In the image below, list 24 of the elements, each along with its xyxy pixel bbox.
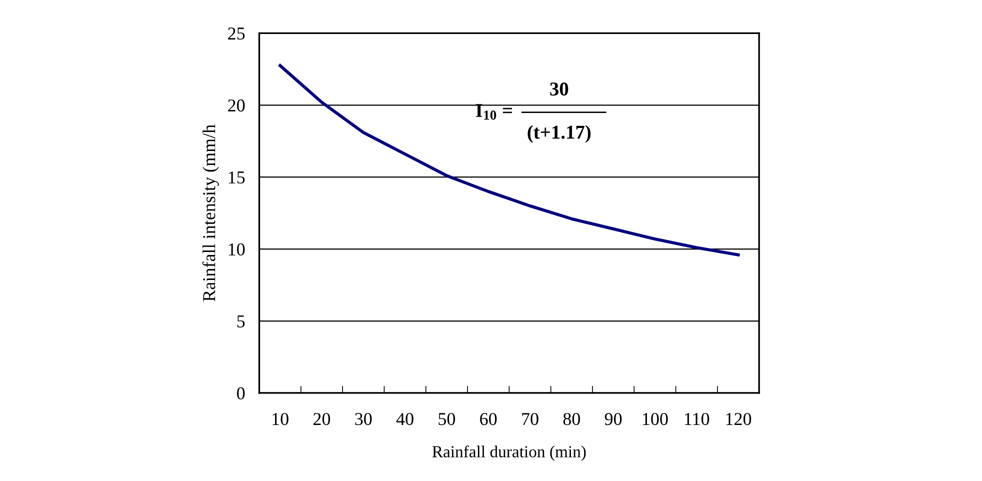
y-tick-label: 20	[228, 99, 245, 112]
x-tick-label: 120	[726, 412, 752, 426]
x-tick-label: 10	[272, 412, 288, 426]
annotation: 30	[550, 82, 568, 96]
x-tick-label: 50	[438, 412, 456, 426]
y-tick-label: 0	[237, 387, 245, 400]
y-tick-label: 5	[237, 315, 245, 328]
x-tick-label: 20	[313, 412, 330, 426]
line-series	[278, 64, 740, 256]
x-tick-label: 100	[643, 412, 668, 426]
x-tick-label: 90	[604, 412, 622, 426]
annotation: I$_{10}$ =	[476, 104, 512, 120]
y-tick-label: 10	[228, 243, 245, 256]
x-tick-label: 30	[355, 412, 372, 426]
y-tick-label: 25	[228, 27, 245, 40]
x-tick-label: 60	[480, 412, 497, 426]
x-axis-title: Rainfall duration (min)	[432, 445, 586, 461]
y-axis-title: Rainfall intensity (mm/h	[202, 124, 219, 302]
x-tick-label: 80	[563, 412, 580, 426]
x-tick-label: 70	[522, 412, 538, 426]
y-tick-label: 15	[228, 171, 245, 184]
x-tick-label: 40	[396, 412, 414, 426]
annotation: (t+1.17)	[528, 125, 591, 143]
x-tick-label: 110	[684, 412, 710, 426]
